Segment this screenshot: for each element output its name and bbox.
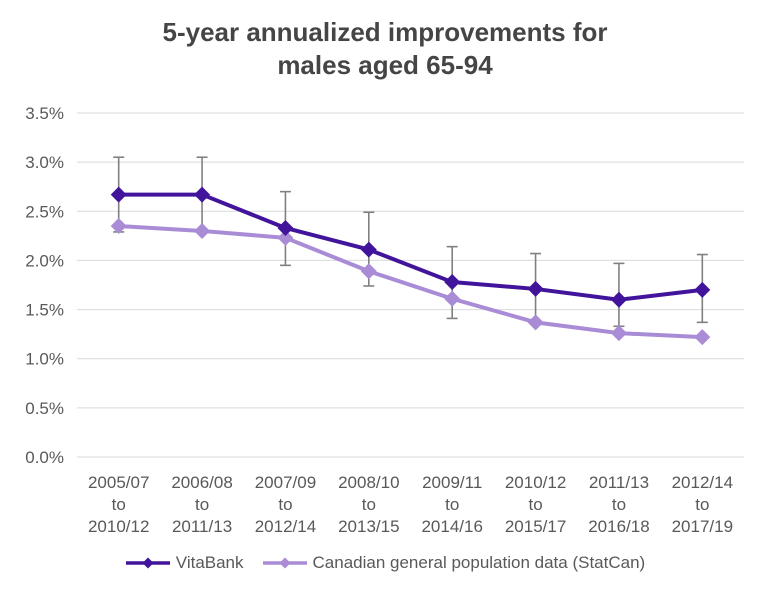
- x-tick-label: 2007/09: [255, 473, 316, 492]
- series-marker-vitabank: [527, 280, 544, 297]
- chart-title-line1: 5-year annualized improvements for: [162, 17, 608, 47]
- series-marker-statcan: [610, 325, 627, 342]
- x-tick-label: 2013/15: [338, 517, 399, 536]
- legend-label-statcan: Canadian general population data (StatCa…: [312, 553, 646, 572]
- series-marker-statcan: [110, 218, 127, 235]
- vitabank-line-marker-icon: [125, 557, 170, 569]
- y-tick-label: 3.5%: [25, 104, 64, 123]
- y-tick-label: 2.5%: [25, 202, 64, 221]
- series-line-vitabank: [116, 192, 705, 302]
- statcan-line-marker-icon: [262, 557, 307, 569]
- chart-legend: VitaBank Canadian general population dat…: [0, 553, 770, 573]
- y-tick-label: 2.0%: [25, 251, 64, 270]
- chart-title: 5-year annualized improvements for males…: [0, 16, 770, 82]
- x-tick-label: 2010/12: [88, 517, 149, 536]
- legend-item-vitabank: VitaBank: [125, 553, 244, 573]
- x-tick-label: 2006/08: [171, 473, 232, 492]
- x-tick-label: to: [528, 495, 542, 514]
- x-tick-label: to: [612, 495, 626, 514]
- series-marker-vitabank: [610, 291, 627, 308]
- x-tick-label: to: [695, 495, 709, 514]
- legend-item-statcan: Canadian general population data (StatCa…: [262, 553, 646, 573]
- y-tick-label: 1.5%: [25, 301, 64, 320]
- series-marker-statcan: [360, 263, 377, 280]
- x-tick-label: to: [362, 495, 376, 514]
- x-tick-label: to: [445, 495, 459, 514]
- series-marker-statcan: [444, 290, 461, 307]
- series-marker-vitabank: [444, 274, 461, 291]
- x-tick-label: 2005/07: [88, 473, 149, 492]
- series-marker-statcan: [277, 229, 294, 246]
- y-tick-label: 0.0%: [25, 448, 64, 467]
- x-tick-label: 2011/13: [589, 473, 649, 492]
- x-tick-label: 2012/14: [672, 473, 733, 492]
- y-tick-label: 1.0%: [25, 350, 64, 369]
- series-marker-vitabank: [110, 186, 127, 203]
- y-tick-label: 0.5%: [25, 399, 64, 418]
- chart-title-line2: males aged 65-94: [277, 50, 493, 80]
- x-tick-label: to: [112, 495, 126, 514]
- series-marker-vitabank: [277, 219, 294, 236]
- legend-label-vitabank: VitaBank: [175, 553, 244, 572]
- x-tick-label: 2016/18: [588, 517, 649, 536]
- x-tick-label: 2011/13: [172, 517, 232, 536]
- x-tick-label: 2012/14: [255, 517, 316, 536]
- series-line-statcan: [116, 224, 705, 340]
- series-marker-statcan: [694, 329, 711, 346]
- x-tick-label: 2009/11: [422, 473, 482, 492]
- x-tick-label: 2008/10: [338, 473, 399, 492]
- y-tick-label: 3.0%: [25, 153, 64, 172]
- x-tick-label: 2014/16: [421, 517, 482, 536]
- series-marker-statcan: [527, 314, 544, 331]
- series-marker-vitabank: [360, 241, 377, 258]
- x-tick-label: 2010/12: [505, 473, 566, 492]
- x-tick-label: 2015/17: [505, 517, 566, 536]
- x-tick-label: to: [195, 495, 209, 514]
- x-tick-label: to: [278, 495, 292, 514]
- x-tick-label: 2017/19: [672, 517, 733, 536]
- series-marker-vitabank: [194, 186, 211, 203]
- series-marker-statcan: [194, 222, 211, 239]
- series-marker-vitabank: [694, 281, 711, 298]
